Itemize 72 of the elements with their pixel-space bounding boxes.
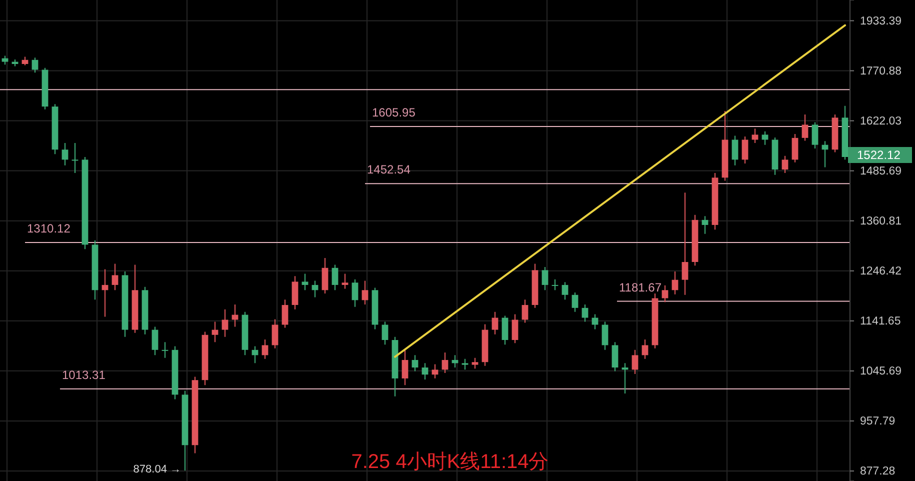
candlestick — [292, 276, 298, 310]
candlestick — [632, 349, 638, 375]
candlestick — [522, 299, 528, 324]
candlestick — [542, 266, 548, 291]
candlestick — [742, 136, 748, 164]
candlestick — [612, 342, 618, 372]
candlestick — [572, 292, 578, 312]
candlestick — [32, 57, 38, 74]
text: 7.25 4小时K线11:14分 — [351, 451, 549, 473]
candlestick — [762, 130, 768, 146]
candlestick — [642, 338, 648, 360]
candlestick — [752, 128, 758, 144]
y-tick-label: 1045.69 — [860, 366, 902, 378]
candlestick — [502, 315, 508, 346]
candlestick — [212, 321, 218, 343]
y-tick-label: 1933.39 — [860, 15, 902, 28]
candlestick — [282, 299, 288, 328]
candlestick — [792, 133, 798, 163]
candlestick — [582, 304, 588, 322]
candlestick — [72, 142, 78, 174]
candlestick — [62, 142, 68, 166]
candlestick — [812, 122, 818, 150]
candlestick — [322, 257, 328, 294]
y-tick-label: 1485.69 — [860, 165, 902, 178]
annotation: 878.04 → — [133, 463, 181, 476]
candlestick — [602, 321, 608, 350]
y-tick-label: 1770.88 — [860, 65, 902, 78]
candlestick — [562, 282, 568, 300]
candlestick — [262, 338, 268, 360]
candlestick — [552, 278, 558, 291]
text: 1522.12 — [857, 148, 901, 162]
candlestick — [662, 284, 668, 303]
candlestick — [472, 357, 478, 370]
candlestick — [362, 280, 368, 305]
candlestick — [672, 271, 678, 295]
candlestick — [222, 308, 228, 338]
candlestick — [462, 358, 468, 370]
ref-line-label: 1181.67 — [619, 280, 662, 294]
candlestick — [422, 362, 428, 380]
candlestick — [732, 135, 738, 166]
candlestick — [342, 273, 348, 290]
candlestick — [162, 342, 168, 358]
candlestick — [702, 216, 708, 234]
candlestick — [352, 278, 358, 308]
y-tick-label: 1246.42 — [860, 266, 902, 278]
candlestick — [492, 311, 498, 335]
candlestick — [412, 354, 418, 372]
candlestick — [802, 114, 808, 142]
ref-line-label: 1452.54 — [367, 162, 411, 177]
candlestick — [102, 268, 108, 318]
ref-line-label: 1310.12 — [27, 221, 71, 236]
candlestick — [432, 364, 438, 379]
candlestick — [332, 264, 338, 291]
candlestick — [682, 192, 688, 296]
candlestick — [402, 349, 408, 386]
candlestick — [272, 318, 278, 349]
ref-line-label: 1013.31 — [62, 368, 106, 382]
candlestick — [512, 314, 518, 344]
candlestick — [312, 280, 318, 298]
candlestick — [592, 314, 598, 330]
y-tick-label: 1360.81 — [860, 216, 902, 228]
candlestick — [112, 263, 118, 291]
candlestick — [302, 273, 308, 291]
y-tick-label: 877.28 — [860, 466, 896, 478]
y-tick-label: 957.79 — [860, 416, 896, 428]
ref-line-label: 1605.95 — [372, 105, 416, 120]
y-tick-label: 1622.03 — [860, 115, 902, 128]
candlestick — [782, 155, 788, 174]
y-tick-label: 1141.65 — [860, 316, 901, 328]
candlestick — [442, 352, 448, 374]
candlestick — [152, 326, 158, 356]
candlestick — [382, 321, 388, 346]
